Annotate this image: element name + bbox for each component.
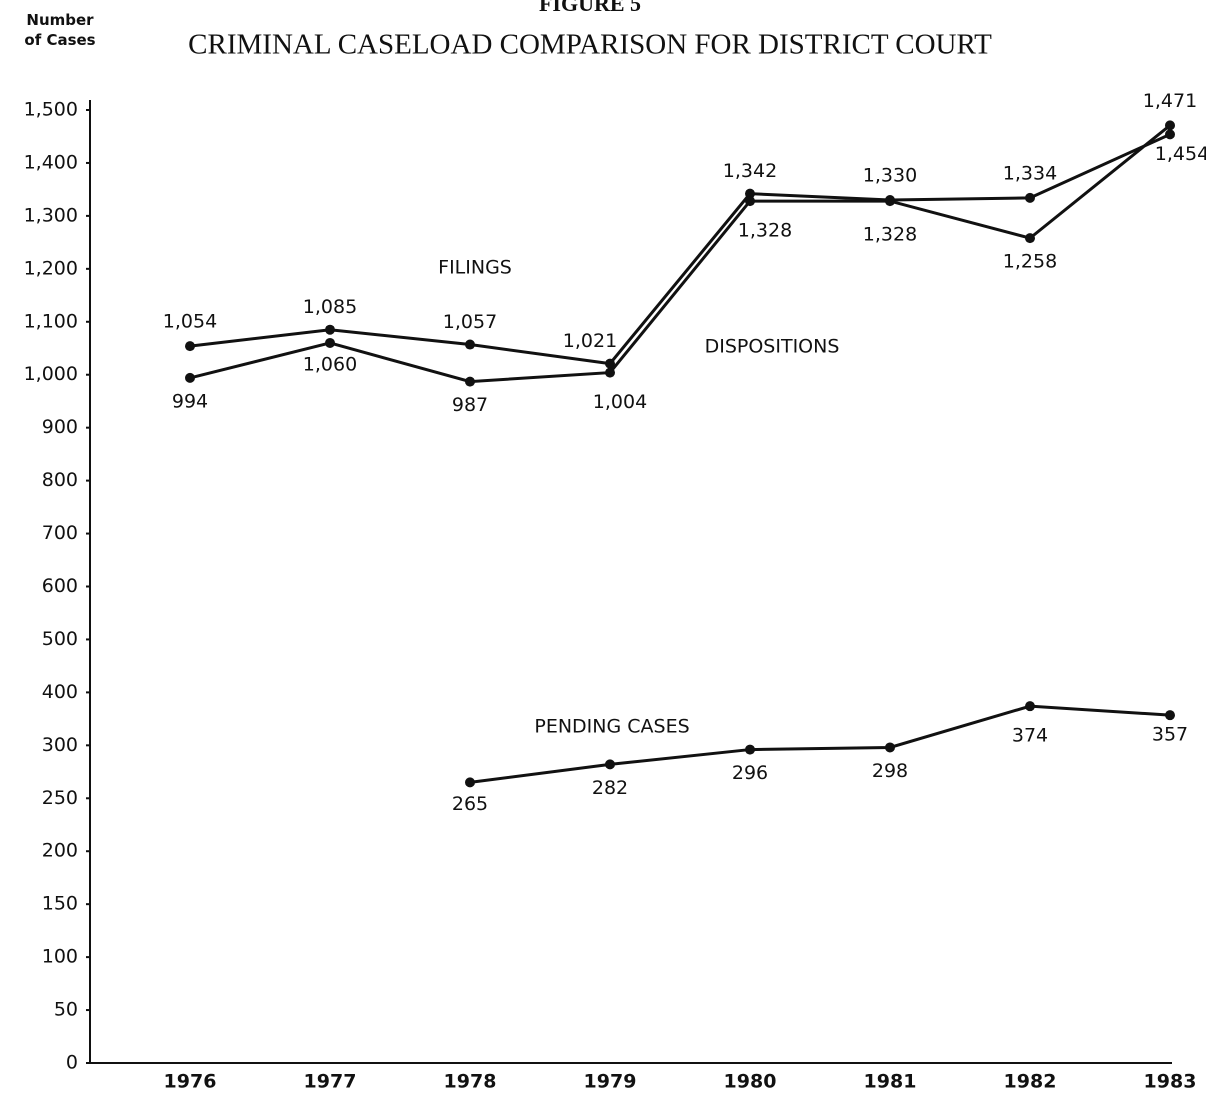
data-label: 1,085 bbox=[303, 296, 357, 318]
data-label: 1,334 bbox=[1003, 162, 1057, 184]
data-label: 265 bbox=[452, 793, 488, 815]
data-point bbox=[325, 337, 335, 348]
data-point bbox=[465, 339, 475, 350]
data-label: 357 bbox=[1152, 724, 1188, 746]
data-point bbox=[1025, 233, 1035, 244]
data-label: 1,342 bbox=[723, 160, 777, 182]
data-label: 987 bbox=[452, 394, 488, 416]
y-tick-label: 500 bbox=[42, 628, 78, 650]
y-tick-label: 1,100 bbox=[24, 310, 78, 332]
y-tick-label: 200 bbox=[42, 840, 78, 862]
series-line bbox=[189, 132, 1171, 366]
x-tick-label: 1976 bbox=[164, 1071, 217, 1093]
y-tick-label: 400 bbox=[42, 681, 78, 703]
data-point bbox=[745, 188, 755, 199]
y-axis-label: Number of Cases bbox=[24, 11, 96, 49]
y-tick-label: 700 bbox=[42, 522, 78, 544]
y-tick-label: 600 bbox=[42, 575, 78, 597]
series-line bbox=[189, 124, 1171, 384]
x-tick-label: 1980 bbox=[724, 1071, 777, 1093]
data-point bbox=[325, 324, 335, 335]
data-label: 1,330 bbox=[863, 165, 917, 187]
data-point bbox=[465, 777, 475, 788]
y-tick-label: 1,200 bbox=[24, 257, 78, 279]
data-label: 282 bbox=[592, 777, 628, 799]
series-line bbox=[469, 704, 1171, 784]
y-tick-label: 50 bbox=[54, 999, 78, 1021]
data-point bbox=[1025, 701, 1035, 712]
series-name: FILINGS bbox=[438, 257, 512, 279]
data-label: 1,328 bbox=[738, 220, 792, 242]
data-label: 1,054 bbox=[163, 311, 217, 333]
x-tick-label: 1982 bbox=[1004, 1071, 1057, 1093]
data-label: 1,471 bbox=[1143, 90, 1197, 112]
data-label: 1,258 bbox=[1003, 251, 1057, 273]
series-name: DISPOSITIONS bbox=[705, 336, 840, 358]
data-point bbox=[885, 196, 895, 207]
x-tick-label: 1977 bbox=[304, 1071, 357, 1093]
data-point bbox=[1165, 120, 1175, 131]
data-label: 1,454 bbox=[1155, 143, 1206, 165]
data-label: 1,021 bbox=[563, 330, 617, 352]
y-tick-label: 1,300 bbox=[24, 204, 78, 226]
x-tick-label: 1979 bbox=[584, 1071, 637, 1093]
y-tick-label: 1,000 bbox=[24, 363, 78, 385]
series-name: PENDING CASES bbox=[534, 716, 689, 738]
data-label: 1,328 bbox=[863, 224, 917, 246]
data-label: 374 bbox=[1012, 725, 1048, 747]
data-point bbox=[1165, 129, 1175, 140]
data-point bbox=[185, 372, 195, 383]
data-label: 994 bbox=[172, 390, 208, 412]
y-tick-label: 1,500 bbox=[24, 99, 78, 121]
chart-subtitle: CRIMINAL CASELOAD COMPARISON FOR DISTRIC… bbox=[188, 29, 992, 61]
y-tick-label: 100 bbox=[42, 946, 78, 968]
x-tick-label: 1981 bbox=[864, 1071, 917, 1093]
data-point bbox=[605, 367, 615, 378]
data-label: 1,060 bbox=[303, 353, 357, 375]
y-tick-label: 0 bbox=[66, 1052, 78, 1074]
data-point bbox=[465, 376, 475, 387]
data-point bbox=[1165, 710, 1175, 721]
data-point bbox=[185, 341, 195, 352]
data-point bbox=[745, 196, 755, 207]
data-point bbox=[885, 742, 895, 753]
y-tick-label: 150 bbox=[42, 893, 78, 915]
data-point bbox=[605, 358, 615, 369]
x-tick-label: 1978 bbox=[444, 1071, 497, 1093]
data-point bbox=[1025, 192, 1035, 203]
data-label: 1,057 bbox=[443, 311, 497, 333]
data-label: 298 bbox=[872, 760, 908, 782]
data-point bbox=[605, 759, 615, 770]
y-tick-label: 800 bbox=[42, 469, 78, 491]
data-point bbox=[745, 744, 755, 755]
y-tick-label: 300 bbox=[42, 734, 78, 756]
y-tick-label: 1,400 bbox=[24, 151, 78, 173]
data-label: 296 bbox=[732, 762, 768, 784]
y-tick-label: 250 bbox=[42, 787, 78, 809]
chart-title: FIGURE 5 bbox=[539, 0, 641, 16]
data-label: 1,004 bbox=[593, 391, 647, 413]
y-tick-label: 900 bbox=[42, 416, 78, 438]
x-tick-label: 1983 bbox=[1144, 1071, 1197, 1093]
